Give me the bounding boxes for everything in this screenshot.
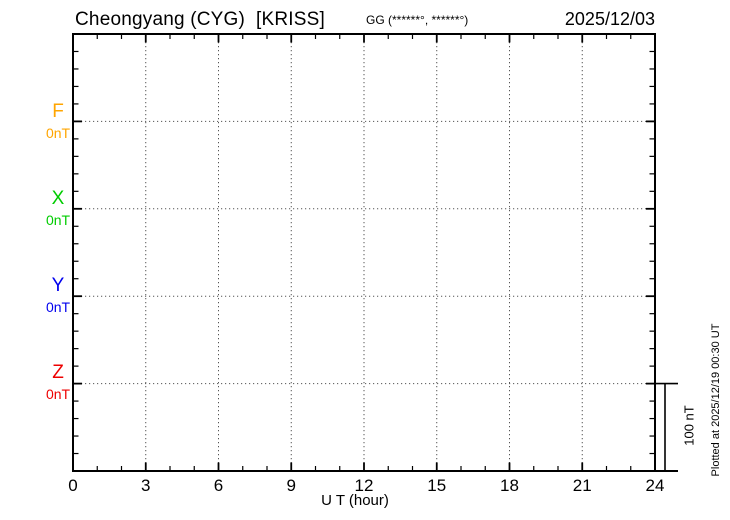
scale-bar-label: 100 nT bbox=[681, 405, 697, 446]
observation-date: 2025/12/03 bbox=[564, 9, 655, 29]
plotted-at-timestamp: Plotted at 2025/12/19 00:30 UT bbox=[710, 323, 722, 477]
page-title: Cheongyang (CYG) [KRISS] bbox=[75, 9, 325, 30]
x-tick-label-9: 9 bbox=[286, 476, 296, 495]
component-Z-letter: Z bbox=[52, 362, 64, 383]
x-axis-title: U T (hour) bbox=[321, 492, 389, 509]
component-X-letter: X bbox=[51, 188, 65, 209]
component-X-label-group: X 0nT bbox=[33, 188, 83, 227]
component-Y-label-group: Y 0nT bbox=[33, 275, 83, 314]
x-tick-label-24: 24 bbox=[645, 476, 665, 495]
component-F-label-group: F 0nT bbox=[33, 101, 83, 140]
component-Y-baseline-value: 0nT bbox=[45, 299, 71, 315]
x-tick-label-18: 18 bbox=[500, 476, 519, 495]
x-tick-label-15: 15 bbox=[427, 476, 447, 495]
plot-border bbox=[72, 33, 656, 472]
x-tick-label-3: 3 bbox=[141, 476, 151, 495]
component-X-baseline-value: 0nT bbox=[45, 212, 71, 228]
x-tick-label-6: 6 bbox=[213, 476, 224, 495]
component-F-letter: F bbox=[52, 101, 64, 122]
geographic-coords-label: GG (******°, ******°) bbox=[366, 13, 469, 27]
component-Z-baseline-value: 0nT bbox=[45, 386, 71, 402]
x-tick-label-12: 12 bbox=[354, 476, 374, 495]
component-F-baseline-value: 0nT bbox=[45, 125, 71, 141]
x-tick-label-21: 21 bbox=[572, 476, 592, 495]
component-Y-letter: Y bbox=[51, 275, 65, 296]
x-tick-label-0: 0 bbox=[68, 476, 78, 495]
component-Z-label-group: Z 0nT bbox=[33, 362, 83, 401]
